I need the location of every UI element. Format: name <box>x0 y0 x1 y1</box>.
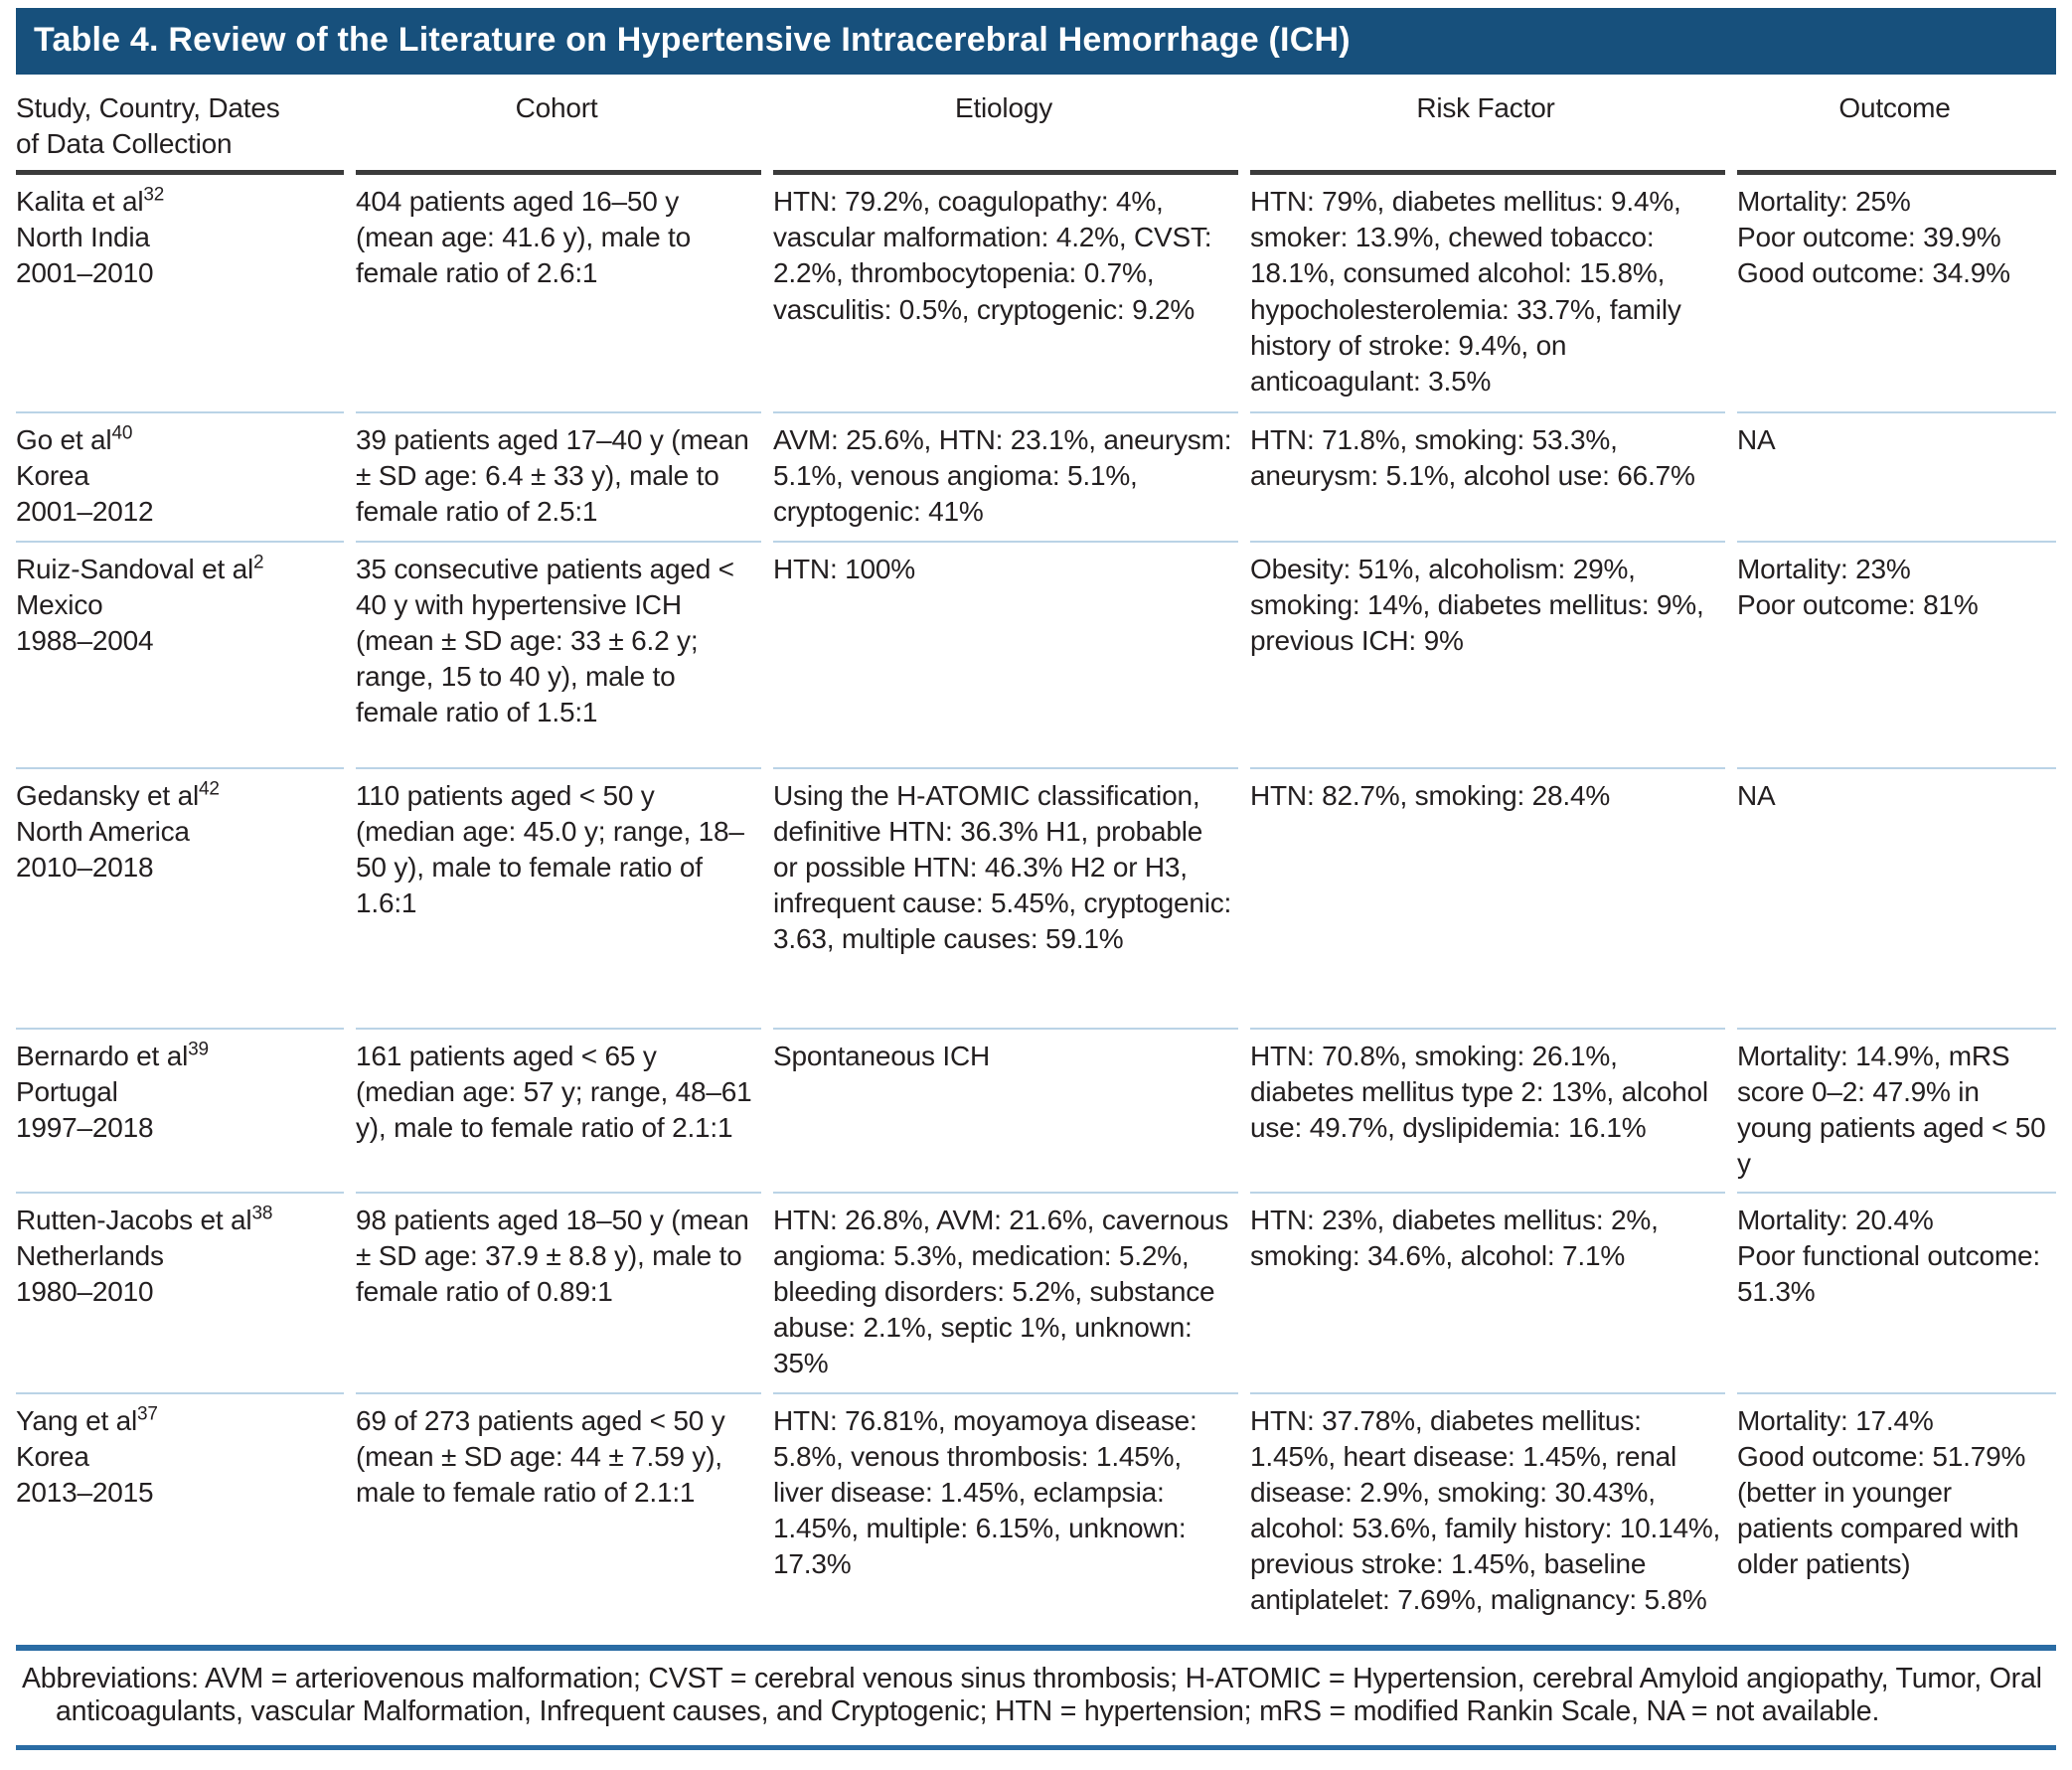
study-dates: 2001–2010 <box>16 257 154 289</box>
etiology-cell: HTN: 76.81%, moyamoya disease: 5.8%, ven… <box>773 1391 1238 1643</box>
etiology-cell: HTN: 26.8%, AVM: 21.6%, cavernous angiom… <box>773 1191 1238 1392</box>
outcome-cell: NA <box>1737 411 2056 540</box>
study-dates: 1980–2010 <box>16 1276 154 1308</box>
study-name: Ruiz-Sandoval et al2 <box>16 552 264 584</box>
risk-factor-cell: HTN: 70.8%, smoking: 26.1%, diabetes mel… <box>1250 1027 1725 1192</box>
study-cell: Go et al40 Korea 2001–2012 <box>16 411 344 540</box>
study-name: Kalita et al32 <box>16 184 165 218</box>
column-header-outcome: Outcome <box>1737 75 2056 176</box>
study-country: Mexico <box>16 588 103 620</box>
reference-superscript: 2 <box>253 552 264 573</box>
study-cell: Yang et al37 Korea 2013–2015 <box>16 1391 344 1643</box>
cohort-cell: 39 patients aged 17–40 y (mean ± SD age:… <box>356 411 761 540</box>
etiology-cell: Using the H-ATOMIC classification, defin… <box>773 766 1238 1028</box>
study-cell: Rutten-Jacobs et al38 Netherlands 1980–201… <box>16 1191 344 1392</box>
study-name: Go et al40 <box>16 422 133 456</box>
risk-factor-cell: HTN: 37.78%, diabetes mellitus: 1.45%, h… <box>1250 1391 1725 1643</box>
study-name: Rutten-Jacobs et al38 <box>16 1203 273 1235</box>
study-dates: 1988–2004 <box>16 624 154 656</box>
table-row: Go et al40 Korea 2001–2012 39 patients age… <box>16 411 2056 540</box>
study-country: Portugal <box>16 1075 118 1107</box>
footnote-bottom-rule <box>16 1744 2056 1750</box>
study-name: Yang et al37 <box>16 1403 158 1436</box>
study-name: Bernardo et al39 <box>16 1039 209 1071</box>
outcome-cell: Mortality: 25% Poor outcome: 39.9% Good … <box>1737 186 2010 289</box>
etiology-cell: AVM: 25.6%, HTN: 23.1%, aneurysm: 5.1%, … <box>773 411 1238 540</box>
outcome-cell: Mortality: 20.4% Poor functional outcome… <box>1737 1191 2056 1392</box>
risk-factor-cell: HTN: 71.8%, smoking: 53.3%, aneurysm: 5.… <box>1250 411 1725 540</box>
table-row: Gedansky et al42 North America 2010–2018 1… <box>16 766 2056 1028</box>
study-cell: Kalita et al32 North India 2001–2010 <box>16 175 344 411</box>
cohort-cell: 404 patients aged 16–50 y (mean age: 41.… <box>356 186 691 289</box>
study-country: Korea <box>16 1440 89 1472</box>
cohort-cell: 161 patients aged < 65 y (median age: 57… <box>356 1027 761 1192</box>
etiology-cell: HTN: 79.2%, coagulopathy: 4%, vascular m… <box>773 186 1212 325</box>
table-row: Yang et al37 Korea 2013–2015 69 of 273 pat… <box>16 1391 2056 1643</box>
reference-superscript: 42 <box>198 778 220 800</box>
table-row: Ruiz-Sandoval et al2 Mexico 1988–2004 35 c… <box>16 540 2056 767</box>
study-dates: 2013–2015 <box>16 1476 154 1508</box>
reference-superscript: 37 <box>137 1403 158 1425</box>
study-country: North India <box>16 222 150 253</box>
table-row: Rutten-Jacobs et al38 Netherlands 1980–201… <box>16 1191 2056 1392</box>
etiology-cell: HTN: 100% <box>773 540 1238 767</box>
cohort-cell: 69 of 273 patients aged < 50 y (mean ± S… <box>356 1391 761 1643</box>
outcome-cell: Mortality: 23% Poor outcome: 81% <box>1737 540 2056 767</box>
outcome-cell: Mortality: 17.4% Good outcome: 51.79% (b… <box>1737 1391 2056 1643</box>
reference-superscript: 39 <box>188 1039 209 1060</box>
table-row: Bernardo et al39 Portugal 1997–2018 161 pa… <box>16 1027 2056 1192</box>
risk-factor-cell: HTN: 82.7%, smoking: 28.4% <box>1250 766 1725 1028</box>
cohort-cell: 98 patients aged 18–50 y (mean ± SD age:… <box>356 1191 761 1392</box>
study-dates: 1997–2018 <box>16 1111 154 1143</box>
reference-superscript: 38 <box>251 1203 273 1224</box>
column-header-etiology: Etiology <box>773 75 1238 176</box>
reference-superscript: 40 <box>111 422 133 444</box>
study-cell: Gedansky et al42 North America 2010–2018 <box>16 766 344 1028</box>
table-bottom-rule <box>16 1644 2056 1651</box>
table-title: Table 4. Review of the Literature on Hyp… <box>16 8 2056 75</box>
outcome-cell: NA <box>1737 766 2056 1028</box>
risk-factor-cell: HTN: 23%, diabetes mellitus: 2%, smoking… <box>1250 1191 1725 1392</box>
column-header-study: Study, Country, Dates of Data Collection <box>16 75 344 176</box>
study-cell: Ruiz-Sandoval et al2 Mexico 1988–2004 <box>16 540 344 767</box>
table-header-row: Study, Country, Dates of Data Collection… <box>16 75 2056 176</box>
column-header-cohort: Cohort <box>356 75 761 176</box>
column-header-risk-factor: Risk Factor <box>1250 75 1725 176</box>
table-row: Kalita et al32 North India 2001–2010 404 p… <box>16 175 2056 411</box>
study-country: Korea <box>16 460 89 492</box>
etiology-cell: Spontaneous ICH <box>773 1027 1238 1192</box>
cohort-cell: 110 patients aged < 50 y (median age: 45… <box>356 766 761 1028</box>
study-dates: 2010–2018 <box>16 851 154 883</box>
abbreviations-footnote: Abbreviations: AVM = arteriovenous malfo… <box>22 1662 2042 1728</box>
risk-factor-cell: HTN: 79%, diabetes mellitus: 9.4%, smoke… <box>1250 186 1681 397</box>
study-name: Gedansky et al42 <box>16 778 220 811</box>
study-dates: 2001–2012 <box>16 496 154 528</box>
outcome-cell: Mortality: 14.9%, mRS score 0–2: 47.9% i… <box>1737 1027 2056 1192</box>
study-cell: Bernardo et al39 Portugal 1997–2018 <box>16 1027 344 1192</box>
study-country: Netherlands <box>16 1240 164 1272</box>
study-country: North America <box>16 815 190 847</box>
risk-factor-cell: Obesity: 51%, alcoholism: 29%, smoking: … <box>1250 540 1725 767</box>
cohort-cell: 35 consecutive patients aged < 40 y with… <box>356 540 761 767</box>
reference-superscript: 32 <box>143 184 165 206</box>
